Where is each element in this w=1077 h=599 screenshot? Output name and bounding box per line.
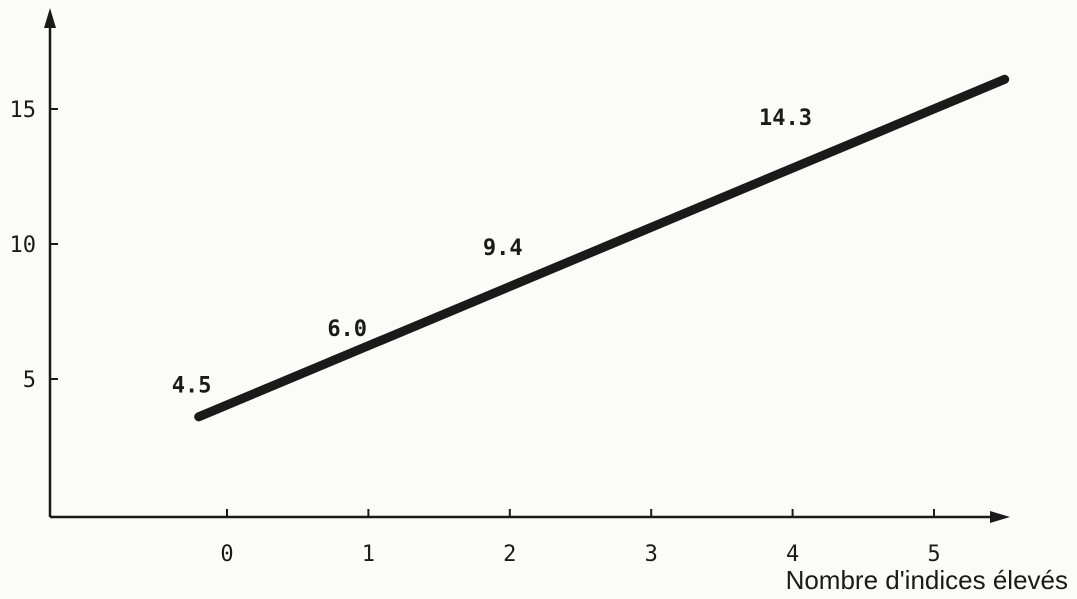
x-tick-label: 3 — [645, 542, 658, 567]
ticks: 0 1 2 3 4 5 5 10 15 — [10, 98, 941, 567]
x-tick-label: 2 — [503, 542, 516, 567]
x-tick-label: 4 — [786, 542, 799, 567]
x-tick-label: 1 — [362, 542, 375, 567]
y-tick-label: 10 — [10, 233, 37, 258]
data-label: 9.4 — [483, 236, 523, 261]
x-tick-label: 0 — [220, 542, 233, 567]
series — [194, 74, 1010, 422]
axes — [44, 8, 1010, 523]
y-axis-arrow — [44, 8, 56, 28]
x-axis-title: Nombre d'indices élevés — [786, 565, 1068, 594]
x-axis-arrow — [990, 511, 1010, 523]
series-line — [194, 74, 1010, 422]
y-tick-label: 15 — [10, 98, 37, 123]
data-label: 6.0 — [327, 317, 367, 342]
x-tick-label: 5 — [927, 542, 940, 567]
data-label: 14.3 — [759, 106, 812, 131]
data-labels: 4.5 6.0 9.4 14.3 — [172, 106, 812, 398]
y-tick-label: 5 — [23, 368, 36, 393]
data-label: 4.5 — [172, 374, 212, 399]
